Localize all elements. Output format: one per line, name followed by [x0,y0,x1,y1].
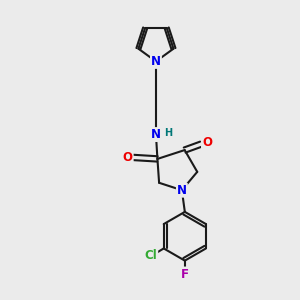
Text: N: N [151,55,161,68]
Text: Cl: Cl [145,249,157,262]
Text: O: O [123,151,133,164]
Text: N: N [177,184,187,197]
Text: N: N [151,128,161,141]
Text: F: F [181,268,189,281]
Text: O: O [202,136,212,149]
Text: H: H [164,128,172,138]
